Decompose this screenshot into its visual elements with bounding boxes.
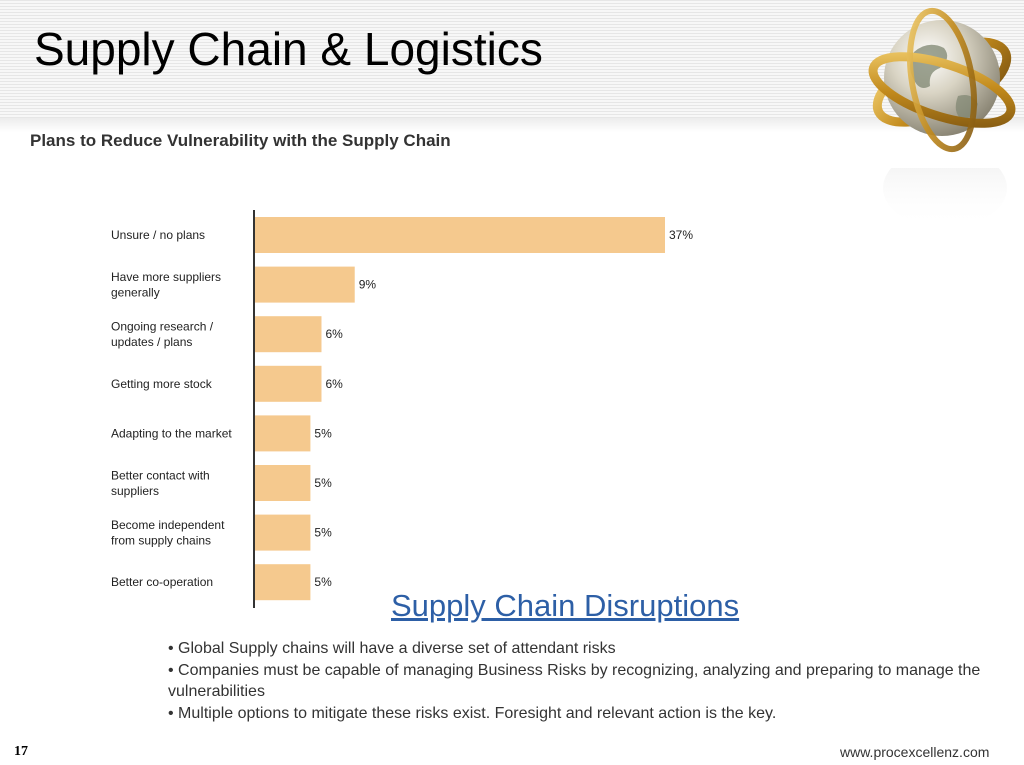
category-label-line: updates / plans [111, 335, 192, 349]
category-label-line: Getting more stock [111, 377, 213, 391]
chart-title: Plans to Reduce Vulnerability with the S… [30, 131, 451, 150]
value-label: 9% [359, 278, 377, 292]
bar-6 [255, 465, 311, 501]
globe-icon [868, 7, 1016, 153]
slide-title: Supply Chain & Logistics [34, 23, 543, 75]
bullet-item: • Multiple options to mitigate these ris… [168, 704, 777, 722]
bar-5 [255, 415, 311, 452]
bullet-item: • Companies must be capable of managing … [168, 661, 981, 701]
category-label: Become independent from supply chains [111, 518, 225, 548]
value-label: 5% [314, 526, 332, 540]
value-label: 5% [314, 476, 332, 490]
category-label: Ongoing research / updates / plans [111, 320, 214, 350]
bar-7 [255, 514, 311, 551]
bar-8 [255, 564, 311, 601]
globe-reflection [883, 168, 1007, 228]
bar-3 [255, 316, 322, 353]
category-label-line: from supply chains [111, 534, 211, 548]
category-label: Have more suppliers generally [111, 270, 221, 300]
section-title[interactable]: Supply Chain Disruptions [391, 588, 740, 623]
value-label: 5% [314, 575, 332, 589]
category-label: Getting more stock [111, 377, 213, 391]
bar-4 [255, 365, 322, 402]
value-label: 37% [669, 228, 693, 242]
bullet-item: • Global Supply chains will have a diver… [168, 640, 616, 657]
category-label-line: Have more suppliers [111, 270, 221, 284]
category-label: Adapting to the market [111, 426, 232, 440]
category-label-line: Unsure / no plans [111, 228, 205, 242]
website-url[interactable]: www.procexcellenz.com [840, 744, 990, 760]
value-label: 5% [314, 426, 332, 440]
bar-1 [255, 217, 665, 253]
category-label-line: generally [111, 286, 160, 300]
category-label-line: Better contact with [111, 469, 210, 483]
bar-2 [255, 266, 355, 303]
page-number: 17 [14, 744, 28, 759]
value-label: 6% [325, 327, 343, 341]
category-label-line: suppliers [111, 484, 159, 498]
category-label: Better co-operation [111, 575, 213, 589]
category-label-line: Ongoing research / [111, 320, 214, 334]
category-label-line: Become independent [111, 518, 225, 532]
category-label-line: Adapting to the market [111, 426, 232, 440]
category-label: Better contact with suppliers [111, 469, 210, 499]
value-label: 6% [325, 377, 343, 391]
category-label-line: Better co-operation [111, 575, 213, 589]
header-band [0, 0, 1024, 132]
category-label: Unsure / no plans [111, 228, 205, 242]
bullet-list: • Global Supply chains will have a diver… [168, 638, 998, 724]
